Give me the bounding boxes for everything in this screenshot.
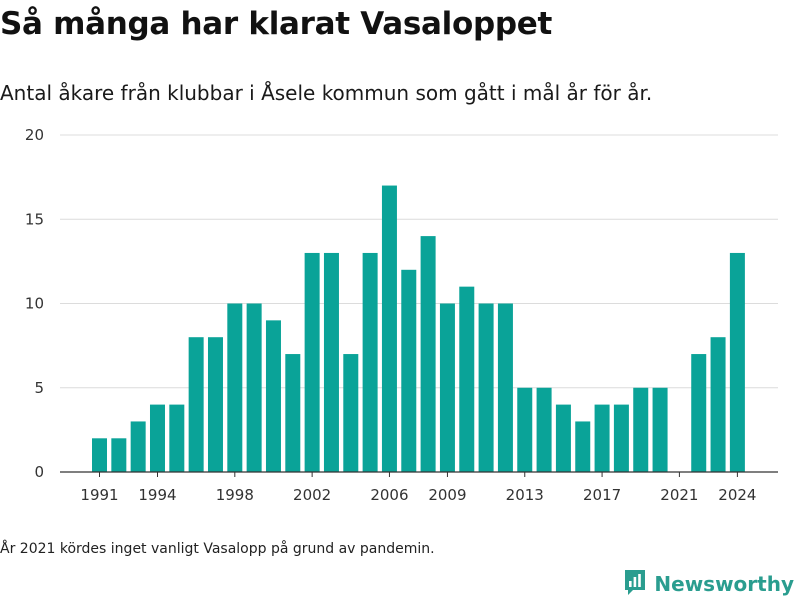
x-tick-label: 2002 [293,486,331,504]
x-axis-labels: 1991 1994 1998 2002 2006 2009 2013 2017 2021 2024 [80,486,756,504]
bar-2015 [555,404,571,472]
y-tick-label: 0 [34,463,44,481]
bar-2007 [401,269,417,472]
bar-2017 [594,404,610,472]
bar-2023 [710,337,726,472]
bar-2002 [304,252,320,472]
bar-1993 [130,421,146,472]
x-tick-label: 2017 [583,486,621,504]
bar-2008 [420,236,436,472]
y-tick-label: 20 [25,126,44,144]
bar-2014 [536,387,552,472]
bar-1991 [92,438,107,472]
bar-1998 [227,303,243,472]
y-axis-labels: 0 5 10 15 20 [25,126,44,481]
bar-2010 [459,286,475,472]
bar-2020 [652,387,668,472]
bar-1997 [207,337,223,472]
bar-2000 [265,320,281,472]
bar-1995 [169,404,185,472]
gridlines [60,134,778,389]
x-tick-label: 2024 [718,486,756,504]
bar-1996 [188,337,204,472]
y-tick-label: 10 [25,295,44,313]
bar-2024 [729,252,745,472]
x-tick-label: 2006 [370,486,408,504]
x-tick-label: 1991 [80,486,118,504]
x-tick-label: 1998 [216,486,254,504]
newsworthy-logo-text: Newsworthy [654,572,794,596]
x-tick-label: 2021 [660,486,698,504]
footnote: År 2021 kördes inget vanligt Vasalopp på… [0,541,435,557]
bar-2004 [343,354,359,472]
y-tick-label: 5 [34,379,44,397]
newsworthy-logo-icon [623,568,647,600]
bar-1999 [246,303,262,472]
bar-2019 [633,387,649,472]
bar-2003 [323,252,339,472]
bar-2011 [478,303,494,472]
x-tick-label: 2013 [506,486,544,504]
bar-2018 [613,404,629,472]
bars [92,185,745,473]
x-tick-label: 2009 [428,486,466,504]
bar-2005 [362,252,378,472]
bar-2016 [575,421,591,472]
bar-2006 [381,185,397,473]
bar-1994 [149,404,165,472]
bar-2012 [497,303,513,472]
bar-2009 [439,303,455,472]
bar-1992 [111,438,127,472]
x-tick-label: 1994 [138,486,176,504]
chart-subtitle: Antal åkare från klubbar i Åsele kommun … [0,81,653,105]
bar-chart: 0 5 10 15 20 1991 1994 1998 2002 2006 2009 2013 201… [25,126,778,504]
bar-2001 [285,354,301,472]
y-tick-label: 15 [25,210,44,228]
bar-2013 [517,387,533,472]
x-axis-ticks [99,472,738,477]
newsworthy-logo: Newsworthy [623,568,794,600]
chart-title: Så många har klarat Vasaloppet [0,6,553,42]
bar-2022 [691,354,707,472]
